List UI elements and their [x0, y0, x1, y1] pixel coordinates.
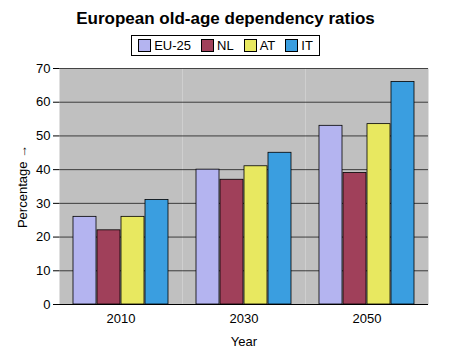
html-text:IT: IT	[301, 37, 313, 53]
svg-text:10: 10	[36, 263, 50, 278]
svg-text:20: 20	[36, 229, 50, 244]
svg-text:2030: 2030	[230, 311, 259, 326]
svg-text:60: 60	[36, 94, 50, 109]
svg-text:Percentage →: Percentage →	[15, 145, 30, 228]
svg-text:50: 50	[36, 128, 50, 143]
html-text:European old-age dependency ra: European old-age dependency ratios	[76, 9, 375, 28]
svg-text:0: 0	[43, 297, 50, 312]
svg-text:Year: Year	[231, 334, 258, 348]
html-text:NL: NL	[217, 37, 234, 53]
html-text:AT: AT	[259, 37, 276, 53]
html-text:EU-25: EU-25	[154, 37, 191, 53]
svg-text:30: 30	[36, 196, 50, 211]
svg-text:70: 70	[36, 61, 50, 76]
svg-text:2010: 2010	[107, 311, 136, 326]
svg-text:2050: 2050	[353, 311, 382, 326]
svg-text:40: 40	[36, 162, 50, 177]
